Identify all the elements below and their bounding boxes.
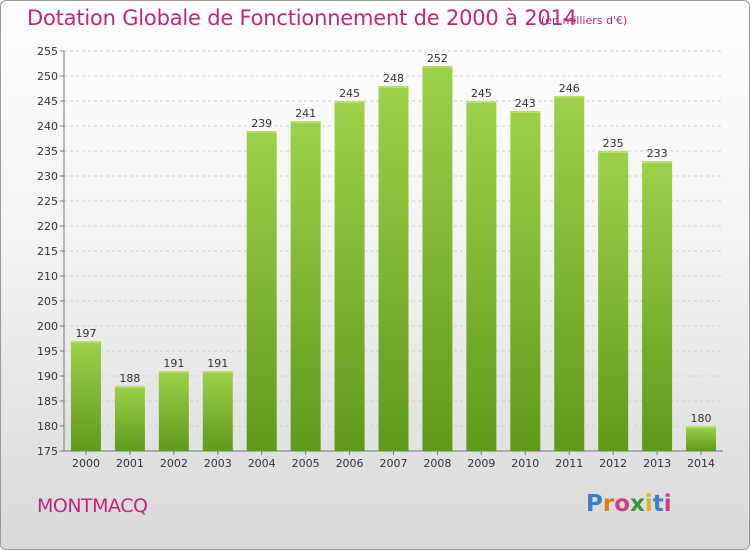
bar-top-highlight [642, 161, 673, 163]
x-tick-label: 2008 [423, 457, 451, 470]
y-tick-label: 230 [37, 170, 58, 183]
bar-top-highlight [510, 111, 541, 113]
bar-2013 [642, 161, 673, 451]
bar-2004 [246, 131, 277, 451]
x-tick-label: 2013 [643, 457, 671, 470]
logo-letter: P [586, 491, 603, 517]
y-tick-label: 245 [37, 95, 58, 108]
bar-2014 [686, 426, 717, 451]
y-tick-label: 175 [37, 445, 58, 458]
x-tick-label: 2011 [555, 457, 583, 470]
bars [70, 66, 717, 451]
y-tick-label: 235 [37, 145, 58, 158]
bar-top-highlight [246, 131, 277, 133]
x-tick-label: 2005 [292, 457, 320, 470]
bar-2012 [598, 151, 629, 451]
logo-letter: x [630, 491, 645, 517]
bar-top-highlight [598, 151, 629, 153]
bar-top-highlight [422, 66, 453, 68]
logo-letter: i [644, 491, 653, 517]
chart-title: Dotation Globale de Fonctionnement de 20… [27, 6, 577, 30]
x-tick-label: 2006 [336, 457, 364, 470]
bar-top-highlight [686, 426, 717, 428]
bar-2006 [334, 101, 365, 451]
y-tick-label: 220 [37, 220, 58, 233]
value-label: 235 [603, 137, 624, 150]
y-tick-label: 225 [37, 195, 58, 208]
value-label: 241 [295, 107, 316, 120]
x-tick-label: 2000 [72, 457, 100, 470]
x-tick-label: 2014 [687, 457, 715, 470]
value-label: 180 [691, 412, 712, 425]
y-tick-label: 185 [37, 395, 58, 408]
x-tick-label: 2009 [467, 457, 495, 470]
bar-2005 [290, 121, 321, 451]
y-tick-label: 180 [37, 420, 58, 433]
bar-top-highlight [466, 101, 497, 103]
y-tick-label: 190 [37, 370, 58, 383]
x-tick-label: 2003 [204, 457, 232, 470]
value-label: 245 [339, 87, 360, 100]
bar-2001 [114, 386, 145, 451]
chart-unit-note: (en milliers d'€) [541, 14, 628, 27]
x-tick-label: 2001 [116, 457, 144, 470]
bar-top-highlight [202, 371, 233, 373]
bar-top-highlight [378, 86, 409, 88]
logo-letter: t [652, 491, 664, 517]
logo-letter: r [602, 491, 615, 517]
bar-2002 [158, 371, 189, 451]
value-label: 245 [471, 87, 492, 100]
x-tick-label: 2004 [248, 457, 276, 470]
value-label: 243 [515, 97, 536, 110]
value-label: 233 [647, 147, 668, 160]
x-tick-label: 2002 [160, 457, 188, 470]
bar-top-highlight [158, 371, 189, 373]
value-label: 191 [163, 357, 184, 370]
x-tick-label: 2007 [380, 457, 408, 470]
bar-top-highlight [554, 96, 585, 98]
logo-letter: o [614, 491, 631, 517]
bar-2007 [378, 86, 409, 451]
labels: 175 180 185 190 195 200 205 210 215 220 225 230 235 2… [37, 45, 715, 470]
value-label: 248 [383, 72, 404, 85]
value-label: 239 [251, 117, 272, 130]
y-tick-label: 215 [37, 245, 58, 258]
y-tick-label: 200 [37, 320, 58, 333]
y-tick-label: 195 [37, 345, 58, 358]
bar-top-highlight [114, 386, 145, 388]
value-label: 188 [119, 372, 140, 385]
bar-top-highlight [290, 121, 321, 123]
y-tick-label: 210 [37, 270, 58, 283]
bar-top-highlight [334, 101, 365, 103]
bar-2000 [70, 341, 101, 451]
proxiti-logo[interactable]: Proxiti [586, 491, 672, 517]
value-label: 246 [559, 82, 580, 95]
bar-2008 [422, 66, 453, 451]
bar-2011 [554, 96, 585, 451]
x-tick-label: 2010 [511, 457, 539, 470]
value-label: 191 [207, 357, 228, 370]
bar-top-highlight [70, 341, 101, 343]
logo-letter: i [663, 491, 672, 517]
y-tick-label: 250 [37, 70, 58, 83]
value-label: 197 [75, 327, 96, 340]
y-tick-label: 255 [37, 45, 58, 58]
bar-2010 [510, 111, 541, 451]
bar-2009 [466, 101, 497, 451]
commune-name: MONTMACQ [37, 495, 148, 517]
y-tick-label: 240 [37, 120, 58, 133]
bar-2003 [202, 371, 233, 451]
y-tick-label: 205 [37, 295, 58, 308]
x-tick-label: 2012 [599, 457, 627, 470]
value-label: 252 [427, 52, 448, 65]
